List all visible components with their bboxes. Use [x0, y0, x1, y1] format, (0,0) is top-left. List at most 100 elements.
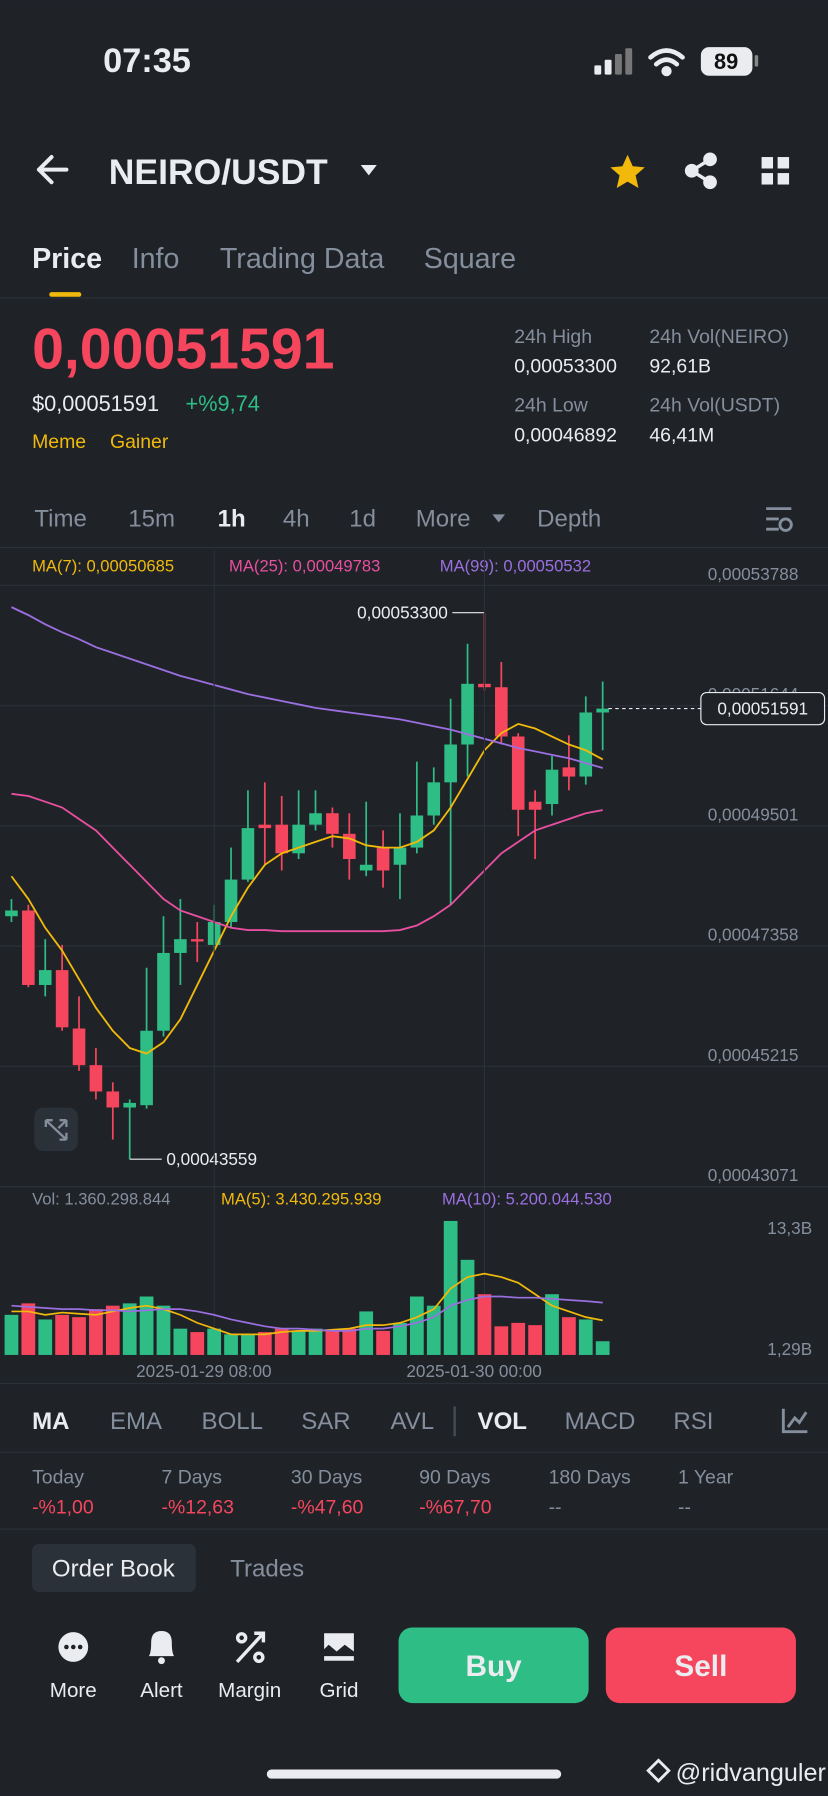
book-tab[interactable]: Trades: [230, 1556, 304, 1583]
order-book-tab[interactable]: [32, 1543, 196, 1593]
volume-bar: [207, 1328, 222, 1355]
candle-body: [22, 910, 35, 985]
sell-label[interactable]: Sell: [674, 1650, 727, 1683]
volume-bar: [494, 1326, 509, 1355]
volume-bar: [55, 1314, 69, 1355]
tab[interactable]: Info: [132, 243, 180, 275]
book-tab[interactable]: Order Book: [52, 1556, 176, 1583]
period-change: -%67,70: [419, 1496, 492, 1518]
buy-label[interactable]: Buy: [465, 1650, 522, 1683]
battery-cap: [754, 55, 759, 67]
volume-bar: [325, 1330, 340, 1355]
alert-icon[interactable]: [148, 1630, 175, 1665]
candle-body: [309, 813, 322, 825]
volume-bar: [477, 1294, 492, 1355]
tab[interactable]: Square: [424, 243, 516, 275]
stat-value: 46,41M: [649, 424, 714, 446]
indicator-settings[interactable]: [781, 1408, 808, 1434]
ma-legend: MA(99): 0,00050532: [440, 556, 591, 575]
indicator-tab[interactable]: BOLL: [202, 1408, 263, 1435]
buy-button[interactable]: [398, 1627, 589, 1704]
candle-body: [5, 910, 18, 917]
interval[interactable]: 1d: [349, 505, 376, 532]
interval[interactable]: More: [416, 505, 471, 532]
action-label[interactable]: More: [50, 1679, 97, 1702]
interval[interactable]: 1h: [218, 505, 246, 532]
layout-button[interactable]: [761, 157, 790, 185]
y-tick-label: 1,29B: [767, 1339, 812, 1359]
volume-bar: [359, 1311, 374, 1355]
more-icon[interactable]: [58, 1632, 89, 1662]
candle-body: [444, 744, 457, 783]
candle-body: [359, 864, 373, 871]
interval[interactable]: 4h: [283, 505, 310, 532]
volume-bar: [173, 1328, 188, 1355]
candle-body: [140, 1030, 153, 1106]
volume-bar: [105, 1305, 120, 1355]
indicator-tab[interactable]: EMA: [110, 1408, 162, 1435]
volume-bar: [511, 1322, 526, 1355]
pair-title[interactable]: NEIRO/USDT: [109, 152, 328, 192]
candle-body: [174, 939, 187, 953]
candle-body: [511, 736, 525, 810]
indicator-tab[interactable]: RSI: [673, 1408, 713, 1435]
tag[interactable]: Meme: [32, 431, 86, 453]
indicator-tab[interactable]: SAR: [301, 1408, 350, 1435]
share-button[interactable]: [684, 152, 717, 190]
fullscreen-button[interactable]: [34, 1107, 78, 1152]
tab[interactable]: Price: [32, 243, 102, 275]
favorite-star[interactable]: [610, 154, 645, 188]
chart-settings[interactable]: [766, 507, 793, 532]
pair-dropdown[interactable]: [360, 165, 377, 176]
period-label: Today: [32, 1466, 84, 1488]
volume-bar: [545, 1294, 559, 1355]
candle-body: [461, 683, 474, 745]
sell-button[interactable]: [605, 1627, 796, 1704]
last-price: 0,00051591: [32, 317, 334, 381]
tag[interactable]: Gainer: [110, 431, 169, 453]
grid-icon[interactable]: [324, 1633, 354, 1661]
interval[interactable]: Depth: [537, 505, 601, 532]
ma-line: [10, 722, 604, 1055]
ma-line: [11, 606, 603, 769]
candle-body: [427, 782, 441, 816]
volume-bar: [528, 1325, 542, 1355]
interval[interactable]: 15m: [128, 505, 175, 532]
candle-body: [241, 828, 255, 880]
back-button[interactable]: [36, 155, 69, 185]
stat-value: 0,00046892: [514, 424, 617, 446]
volume-bar: [376, 1330, 390, 1355]
margin-icon[interactable]: [235, 1631, 266, 1664]
candle-body: [579, 712, 593, 777]
candle-body: [393, 847, 407, 865]
period-label: 180 Days: [549, 1466, 631, 1488]
watermark-logo: [646, 1758, 671, 1783]
stat-label: 24h Vol(USDT): [649, 395, 780, 417]
chart-area: 0,000537880,000516440,000495010,00047358…: [0, 549, 828, 1381]
volume-bar: [38, 1319, 53, 1355]
candle-body: [545, 769, 559, 805]
clock: 07:35: [103, 42, 191, 80]
volume-ma-legend: MA(10): 5.200.044.530: [442, 1190, 612, 1209]
y-tick-label: 0,00049501: [708, 804, 799, 824]
volume-ma-line: [11, 1295, 603, 1332]
more-dropdown[interactable]: [492, 514, 506, 523]
ma-legend: MA(25): 0,00049783: [229, 556, 380, 575]
interval[interactable]: Time: [34, 505, 87, 532]
action-label[interactable]: Grid: [320, 1679, 359, 1702]
period-change: -%12,63: [161, 1496, 233, 1518]
volume-bar: [257, 1332, 272, 1355]
indicator-tab[interactable]: AVL: [391, 1408, 435, 1435]
action-label[interactable]: Alert: [140, 1679, 183, 1702]
indicator-tab[interactable]: VOL: [478, 1408, 527, 1435]
y-tick-label: 0,00053788: [708, 564, 799, 584]
volume-bar: [578, 1319, 593, 1355]
period-change: --: [678, 1496, 691, 1518]
indicator-tab[interactable]: MACD: [565, 1408, 636, 1435]
action-label[interactable]: Margin: [218, 1679, 281, 1702]
tab[interactable]: Trading Data: [220, 243, 384, 275]
volume-bar: [72, 1317, 86, 1355]
indicator-tab[interactable]: MA: [32, 1408, 69, 1435]
